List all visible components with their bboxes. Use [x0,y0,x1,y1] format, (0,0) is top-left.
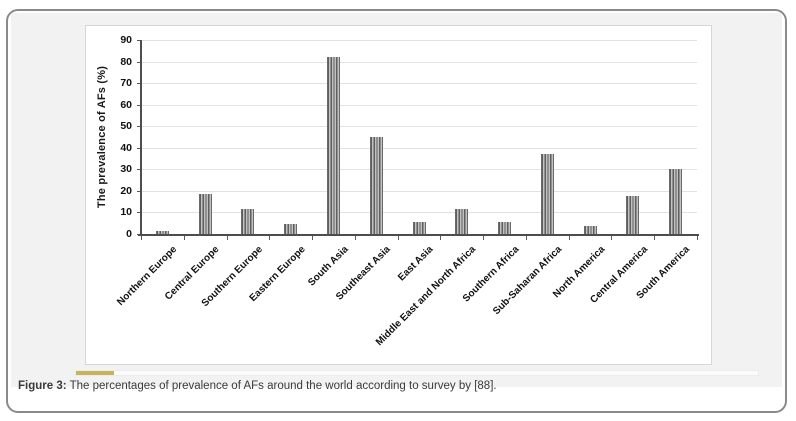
x-tick-mark [483,236,485,240]
bar-south-america [669,169,683,234]
bar-sub-saharan-africa [540,154,554,234]
x-tick-mark [183,236,185,240]
y-gridline [141,190,697,192]
y-tick-label: 40 [120,141,132,154]
y-gridline [141,212,697,214]
x-tick-mark [568,236,570,240]
x-tick-mark [525,236,527,240]
y-gridline [141,169,697,171]
bar-east-asia [412,222,426,234]
bar-eastern-europe [284,224,298,234]
figure-scrollbar-thumb[interactable] [76,371,114,375]
y-tick-label: 70 [120,77,132,90]
bar-southern-africa [498,222,512,234]
figure-card: The prevalence of AFs (%) 0 10 20 30 40 50 60 7… [6,9,787,413]
y-tick-mark [137,40,141,41]
y-gridline [141,104,697,106]
y-axis-line [140,40,142,236]
y-tick-mark [137,126,141,128]
x-tick-mark [226,236,228,240]
y-tick-mark [137,83,141,85]
x-tick-mark [611,236,613,240]
y-tick-label: 90 [120,34,132,46]
x-tick-mark [141,236,142,240]
x-tick-mark [312,236,314,240]
x-tick-mark [269,236,271,240]
bar-northern-europe [155,230,169,234]
bar-southeast-asia [369,137,383,234]
y-gridline [141,126,697,128]
bar-central-europe [198,194,212,234]
y-tick-label: 50 [120,120,132,133]
x-category-label: South Asia [305,244,351,289]
figure-caption-text: The percentages of prevalence of AFs aro… [69,380,497,392]
x-axis-line [138,234,699,236]
y-tick-label: 80 [120,55,132,68]
x-tick-mark [440,236,442,240]
bar-middle-east-and-north-africa [455,209,469,234]
x-tick-mark [654,236,656,240]
y-tick-mark [137,212,141,214]
y-gridline [141,83,697,85]
figure-caption-label: Figure 3: [18,380,67,392]
figure-image-area: The prevalence of AFs (%) 0 10 20 30 40 50 60 7… [11,13,782,387]
bar-north-america [583,226,597,234]
y-tick-mark [137,147,141,149]
y-tick-mark [137,169,141,171]
y-tick-label: 10 [120,206,132,219]
x-tick-mark [354,236,356,240]
x-category-label: East Asia [396,244,436,284]
x-tick-mark [697,236,698,240]
y-gridline [141,61,697,63]
y-gridline [141,147,697,149]
y-tick-label: 60 [120,98,132,111]
y-tick-mark [137,190,141,192]
y-tick-mark [137,61,141,63]
y-tick-label: 20 [120,184,132,197]
y-tick-label: 0 [126,228,132,240]
bar-southern-europe [241,209,255,234]
figure-scrollbar-track[interactable] [75,370,759,376]
y-tick-mark [137,104,141,106]
figure-caption: Figure 3: The percentages of prevalence … [18,380,768,392]
x-tick-mark [397,236,399,240]
y-gridline [141,40,697,41]
bar-central-america [626,196,640,234]
bar-chart-panel: The prevalence of AFs (%) 0 10 20 30 40 50 60 7… [85,25,712,365]
y-tick-label: 30 [120,163,132,176]
bar-south-asia [326,57,340,234]
